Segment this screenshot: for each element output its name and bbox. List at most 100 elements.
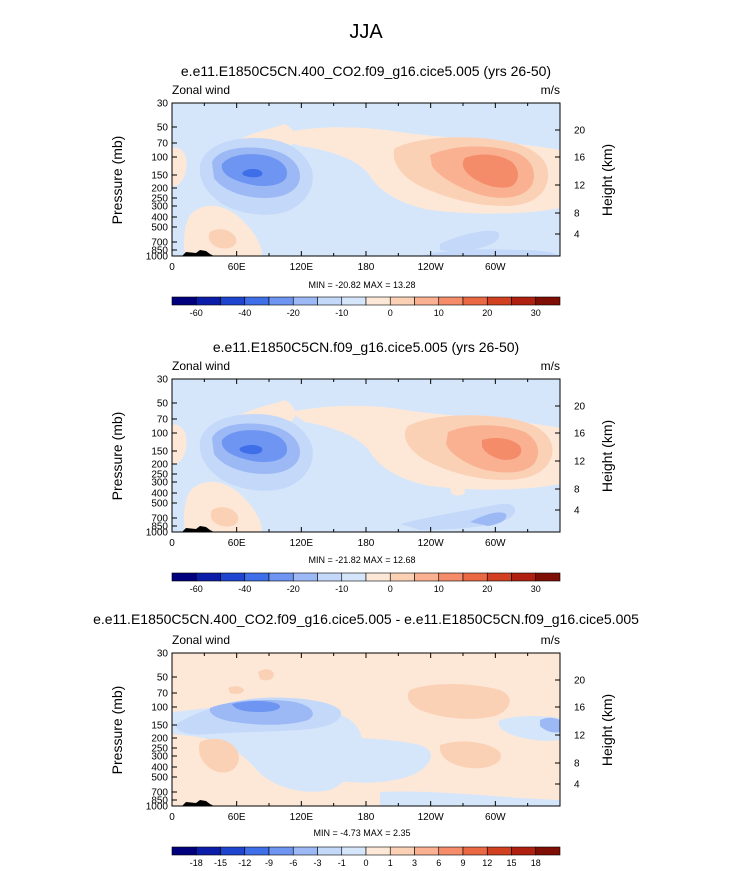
panel-1-variable-label: Zonal wind xyxy=(172,83,230,97)
y-tick-label: 150 xyxy=(151,171,168,182)
y-tick-label: 30 xyxy=(157,99,169,110)
colorbar-swatch xyxy=(535,846,561,856)
x-tick-label: 180 xyxy=(358,812,375,823)
colorbar-swatch xyxy=(244,572,270,582)
y-tick-label: 250 xyxy=(151,470,168,481)
x-tick-label: 60W xyxy=(485,538,506,549)
p3-easterly-anomaly-central xyxy=(300,737,431,783)
colorbar-label: -15 xyxy=(214,858,227,868)
colorbar-swatch xyxy=(486,572,512,582)
colorbar-swatch xyxy=(535,296,561,306)
p2-weak-westerly-edge xyxy=(172,424,187,464)
p3-east-edge-easterly xyxy=(540,717,560,733)
panel-3-ylabel-right: Height (km) xyxy=(599,694,615,766)
y-tick-label: 200 xyxy=(151,460,168,471)
height-tick-label: 16 xyxy=(574,703,586,714)
y-tick-label: 1000 xyxy=(146,528,169,539)
colorbar-label: -60 xyxy=(190,308,203,318)
colorbar-swatch xyxy=(414,846,440,856)
panel-1-ylabel: Pressure (mb) xyxy=(109,136,125,225)
colorbar-label: 30 xyxy=(531,584,541,594)
panel-1-contours xyxy=(172,103,560,256)
x-tick-label: 0 xyxy=(169,262,175,273)
p3-westerly-anomaly-mid xyxy=(439,741,501,769)
y-tick-label: 250 xyxy=(151,194,168,205)
panel-1-title: e.e11.E1850C5CN.400_CO2.f09_g16.cice5.00… xyxy=(181,63,551,79)
panel-3-title: e.e11.E1850C5CN.400_CO2.f09_g16.cice5.00… xyxy=(93,611,639,627)
y-tick-label: 500 xyxy=(151,223,168,234)
y-tick-label: 400 xyxy=(151,213,168,224)
height-tick-label: 16 xyxy=(574,429,586,440)
panel-2-units-label: m/s xyxy=(541,359,560,373)
panel-2-axes: 0 60E 120E 180 120W 60W3050701001502002503004… xyxy=(146,375,586,550)
p3-upper-positive-1 xyxy=(258,669,274,681)
y-tick-label: 30 xyxy=(157,375,169,386)
y-tick-label: 250 xyxy=(151,744,168,755)
colorbar-label: -1 xyxy=(338,858,346,868)
colorbar-swatch xyxy=(195,846,221,856)
x-tick-label: 60W xyxy=(485,812,506,823)
p1-stratosphere-band xyxy=(172,103,560,145)
y-tick-label: 150 xyxy=(151,721,168,732)
colorbar-swatch xyxy=(511,846,537,856)
panel-1-stats: MIN = -20.82 MAX = 13.28 xyxy=(308,280,415,290)
colorbar-swatch xyxy=(486,846,512,856)
colorbar-label: 0 xyxy=(363,858,368,868)
x-tick-label: 0 xyxy=(169,538,175,549)
panel-3-contours xyxy=(172,653,560,806)
colorbar-swatch xyxy=(171,296,197,306)
colorbar-swatch xyxy=(341,572,367,582)
x-tick-label: 120W xyxy=(418,262,445,273)
colorbar-swatch xyxy=(220,296,246,306)
x-tick-label: 120E xyxy=(290,538,314,549)
colorbar-label: 10 xyxy=(434,584,444,594)
colorbar-label: 9 xyxy=(460,858,465,868)
panel-2-title: e.e11.E1850C5CN.f09_g16.cice5.005 (yrs 2… xyxy=(213,339,519,355)
panel-2-ylabel-right: Height (km) xyxy=(599,420,615,492)
panel-3-variable-label: Zonal wind xyxy=(172,633,230,647)
colorbar-swatch xyxy=(268,296,294,306)
y-tick-label: 150 xyxy=(151,447,168,458)
colorbar-label: 6 xyxy=(436,858,441,868)
colorbar-swatch xyxy=(511,296,537,306)
x-tick-label: 60E xyxy=(228,538,246,549)
colorbar-label: -10 xyxy=(335,308,348,318)
panel-1-axes: 0 60E 120E 180 120W 60W3050701001502002503004… xyxy=(146,99,586,274)
height-tick-label: 20 xyxy=(574,126,586,137)
p1-jet-peak xyxy=(242,169,263,178)
p3-upper-positive-2 xyxy=(228,686,244,694)
colorbar-swatch xyxy=(438,296,464,306)
x-tick-label: 0 xyxy=(169,812,175,823)
colorbar-swatch xyxy=(220,846,246,856)
y-tick-label: 850 xyxy=(151,796,168,807)
colorbar-swatch xyxy=(389,296,415,306)
y-tick-label: 70 xyxy=(157,415,169,426)
y-tick-label: 30 xyxy=(157,649,169,660)
colorbar-label: -9 xyxy=(265,858,273,868)
colorbar-label: -6 xyxy=(289,858,297,868)
colorbar-swatch xyxy=(195,572,221,582)
panel-3-ylabel: Pressure (mb) xyxy=(109,686,125,775)
colorbar-label: 15 xyxy=(506,858,516,868)
y-tick-label: 500 xyxy=(151,773,168,784)
colorbar-label: 20 xyxy=(482,584,492,594)
p1-lower-westerly-core xyxy=(208,229,237,249)
colorbar-label: 3 xyxy=(412,858,417,868)
colorbar-label: 0 xyxy=(388,308,393,318)
height-tick-label: 12 xyxy=(574,457,586,468)
colorbar-label: 1 xyxy=(388,858,393,868)
panel-2: e.e11.E1850C5CN.f09_g16.cice5.005 (yrs 2… xyxy=(109,339,615,594)
height-tick-label: 20 xyxy=(574,402,586,413)
y-tick-label: 500 xyxy=(151,499,168,510)
colorbar-swatch xyxy=(535,572,561,582)
height-tick-label: 16 xyxy=(574,153,586,164)
y-tick-label: 400 xyxy=(151,763,168,774)
x-tick-label: 60E xyxy=(228,262,246,273)
colorbar-swatch xyxy=(365,296,391,306)
height-tick-label: 4 xyxy=(574,780,580,791)
p3-topography xyxy=(182,800,214,806)
colorbar-label: -10 xyxy=(335,584,348,594)
colorbar-label: -18 xyxy=(190,858,203,868)
colorbar-swatch xyxy=(486,296,512,306)
p1-surface-easterly xyxy=(420,249,560,256)
